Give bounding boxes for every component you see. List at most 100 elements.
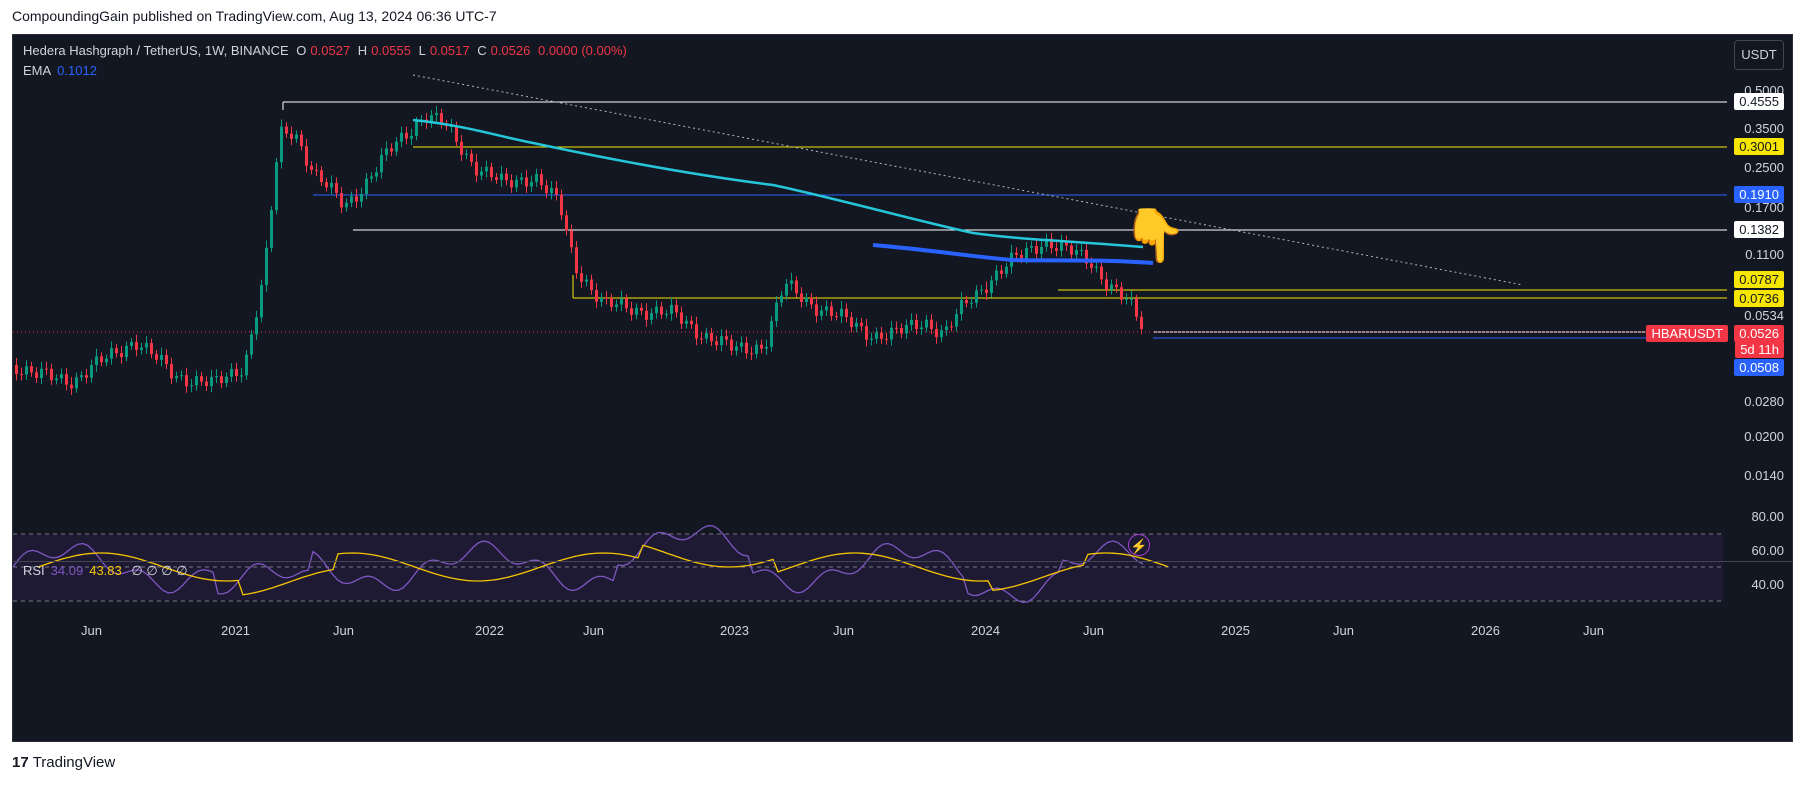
candle-body <box>25 366 28 375</box>
price-tag-1382[interactable]: 0.1382 <box>1734 221 1784 238</box>
candle-body <box>905 324 908 334</box>
candle-body <box>125 345 128 358</box>
candle-body <box>465 153 468 155</box>
candle-body <box>955 314 958 327</box>
candle-body <box>1135 298 1138 317</box>
price-axis-label: 0.0280 <box>1744 394 1784 409</box>
candle-body <box>555 187 558 195</box>
price-axis-label: 0.2500 <box>1744 160 1784 175</box>
candle-body <box>440 113 443 125</box>
candle-body <box>345 202 348 208</box>
candle-body <box>900 328 903 334</box>
time-axis-label: Jun <box>1333 623 1354 638</box>
candle-body <box>850 317 853 328</box>
candle-body <box>70 384 73 389</box>
candle-body <box>500 173 503 180</box>
candle-body <box>140 347 143 350</box>
candle-body <box>475 161 478 176</box>
candle-body <box>550 187 553 194</box>
candle-body <box>890 327 893 340</box>
price-tag-0508[interactable]: 0.0508 <box>1734 359 1784 376</box>
candle-body <box>1115 284 1118 288</box>
candle-body <box>75 377 78 389</box>
candle-body <box>815 304 818 316</box>
candle-body <box>455 126 458 142</box>
candle-body <box>840 308 843 317</box>
candle-body <box>630 308 633 315</box>
countdown-tag[interactable]: 5d 11h <box>1735 341 1784 358</box>
candle-body <box>470 153 473 162</box>
time-axis-label: Jun <box>1083 623 1104 638</box>
candle-body <box>90 365 93 378</box>
candle-body <box>200 376 203 382</box>
candle-body <box>370 176 373 179</box>
candle-body <box>985 289 988 293</box>
candle-body <box>1005 266 1008 274</box>
candle-body <box>535 173 538 182</box>
price-axis-label: 0.1100 <box>1745 247 1784 262</box>
candle-body <box>960 300 963 315</box>
price-tag-0787[interactable]: 0.0787 <box>1734 271 1784 288</box>
price-tag-0736[interactable]: 0.0736 <box>1734 290 1784 307</box>
candle-body <box>990 280 993 293</box>
rsi-ma-value: 43.83 <box>89 563 122 578</box>
time-axis-label: 2023 <box>720 623 749 638</box>
brand-name: TradingView <box>32 754 116 771</box>
candle-body <box>930 319 933 330</box>
lightning-icon[interactable]: ⚡ <box>1128 534 1150 556</box>
price-tag-3001[interactable]: 0.3001 <box>1734 138 1784 155</box>
candle-body <box>1090 263 1093 268</box>
candle-body <box>180 375 183 377</box>
currency-button[interactable]: USDT <box>1734 40 1784 70</box>
tradingview-logo[interactable]: 17 TradingView <box>12 754 115 771</box>
candle-body <box>1110 284 1113 290</box>
ema-legend[interactable]: EMA 0.1012 <box>23 63 97 78</box>
candle-body <box>860 322 863 327</box>
price-tag-1910[interactable]: 0.1910 <box>1734 186 1784 203</box>
last-price-tag[interactable]: 0.0526 <box>1734 325 1784 342</box>
candle-body <box>210 376 213 387</box>
rsi-axis-label: 40.00 <box>1751 577 1784 592</box>
time-axis-label: 2026 <box>1471 623 1500 638</box>
price-chart-canvas[interactable] <box>13 35 1793 742</box>
high-value: 0.0555 <box>371 43 411 58</box>
candle-body <box>15 365 18 374</box>
candlestick-series <box>15 105 1143 395</box>
candle-body <box>315 169 318 171</box>
rsi-legend[interactable]: RSI 34.09 43.83 ∅ ∅ ∅ ∅ <box>23 563 188 579</box>
candle-body <box>160 355 163 360</box>
candle-body <box>565 215 568 231</box>
candle-body <box>520 177 523 180</box>
candle-body <box>355 196 358 202</box>
candle-body <box>285 126 288 134</box>
candle-body <box>150 343 153 355</box>
low-value: 0.0517 <box>429 43 470 58</box>
candle-body <box>775 302 778 322</box>
candle-body <box>295 134 298 139</box>
candle-body <box>730 339 733 351</box>
candle-body <box>505 173 508 181</box>
candle-body <box>710 333 713 342</box>
symbol-tag[interactable]: HBARUSDT <box>1646 325 1728 342</box>
candle-body <box>635 307 638 315</box>
candle-body <box>925 319 928 328</box>
candle-body <box>835 316 838 318</box>
candle-body <box>810 297 813 305</box>
pane-separator[interactable] <box>13 561 1792 562</box>
candle-body <box>585 279 588 282</box>
candle-body <box>680 312 683 324</box>
chart-frame[interactable]: Hedera Hashgraph / TetherUS, 1W, BINANCE… <box>12 34 1793 742</box>
candle-body <box>65 374 68 385</box>
candle-body <box>750 353 753 355</box>
price-tag-4555[interactable]: 0.4555 <box>1734 93 1784 110</box>
candle-body <box>1030 246 1033 248</box>
candle-body <box>1105 279 1108 290</box>
candle-body <box>720 336 723 346</box>
publisher-caption: CompoundingGain published on TradingView… <box>12 8 497 24</box>
price-axis-label: 0.0200 <box>1744 429 1784 444</box>
candle-body <box>265 247 268 286</box>
candle-body <box>845 308 848 318</box>
price-tag-0534[interactable]: 0.0534 <box>1744 308 1784 323</box>
candle-body <box>380 154 383 173</box>
time-axis-label: 2022 <box>475 623 504 638</box>
